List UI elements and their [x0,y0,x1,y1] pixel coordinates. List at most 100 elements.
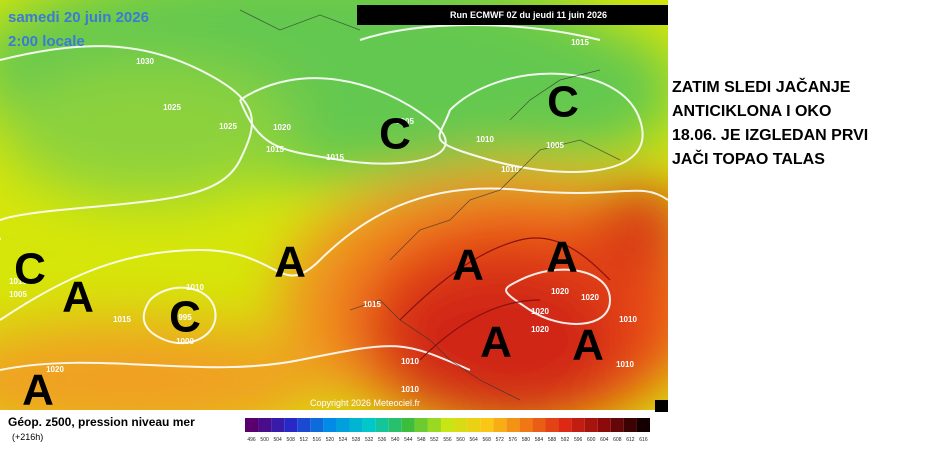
scale-swatch [245,418,259,432]
scale-label: 588 [548,437,557,443]
scale-swatch [558,418,572,432]
scale-swatch [362,418,376,432]
scale-swatch [349,418,363,432]
scale-label: 572 [496,437,505,443]
isobar-label: 1010 [9,277,27,286]
scale-swatch [323,418,337,432]
scale-swatch [401,418,415,432]
scale-swatch [480,418,494,432]
isobar-label: 1010 [476,135,494,144]
pressure-system: C [379,110,411,159]
isobars [0,24,668,371]
isobar-label: 1015 [571,38,589,47]
pressure-system: A [546,233,578,282]
pressure-system: A [274,238,306,287]
isobar-label: 995 [178,313,192,322]
isobar-label: 1000 [176,337,194,346]
scale-label: 608 [613,437,622,443]
scale-swatch [519,418,533,432]
isobar-label: 1010 [616,360,634,369]
scale-swatch [454,418,468,432]
isobar-label: 1020 [551,287,569,296]
isobar-label: 1010 [401,357,419,366]
scale-label: 500 [260,437,269,443]
pressure-system: A [572,321,604,370]
scale-swatch [258,418,272,432]
copyright: Copyright 2026 Meteociel.fr [310,398,420,408]
pressure-system: A [452,241,484,290]
scale-label: 556 [443,437,452,443]
scale-swatch [636,418,650,432]
run-text: Run ECMWF 0Z du jeudi 11 juin 2026 [450,10,607,20]
scale-label: 552 [430,437,439,443]
date: samedi 20 juin 2026 [8,9,149,26]
caption-line: ANTICIKLONA I OKO [672,103,831,120]
isobar-label: 1030 [136,57,154,66]
scale-label: 580 [522,437,531,443]
color-scale: 496 500 504 508 512 516 520 524 528 532 536 540 544 5… [245,418,650,443]
caption-line: JAČI TOPAO TALAS [672,149,825,168]
caption-line: ZATIM SLEDI JAČANJE [672,77,851,96]
pressure-system: A [22,366,54,415]
caption: ZATIM SLEDI JAČANJE ANTICIKLONA I OKO 18.0… [672,77,868,168]
isobar-label: 1015 [363,300,381,309]
caption-line: 18.06. JE IZGLEDAN PRVI [672,127,868,144]
scale-swatch [623,418,637,432]
isobar-label: 1015 [326,153,344,162]
scale-swatch [336,418,350,432]
scale-label: 532 [365,437,374,443]
scale-label: 520 [326,437,335,443]
scale-label: 524 [339,437,348,443]
scale-swatch [284,418,298,432]
scale-label: 540 [391,437,400,443]
scale-label: 612 [626,437,635,443]
time: 2:00 locale [8,33,85,50]
map: 1030 1025 1025 1020 1015 1015 1005 1015 1010 1010… [0,0,668,415]
lead-time: (+216h) [12,432,43,442]
scale-swatch [467,418,481,432]
scale-swatch [427,418,441,432]
scale-label: 548 [417,437,426,443]
scale-label: 536 [378,437,387,443]
scale-swatch [388,418,402,432]
isobar-label: 1015 [113,315,131,324]
legend-title: Géop. z500, pression niveau mer [8,415,195,429]
isobar-label: 1020 [581,293,599,302]
isobar-label: 1005 [396,117,414,126]
scale-swatch [545,418,559,432]
scale-label: 544 [404,437,413,443]
scale-swatch [414,418,428,432]
isobar-label: 1025 [163,103,181,112]
isobar-label: 1020 [273,123,291,132]
isobar-label: 1005 [9,290,27,299]
isobar-label: 1010 [501,165,519,174]
scale-swatch [310,418,324,432]
isobar-label: 1025 [219,122,237,131]
scale-label: 516 [313,437,322,443]
scale-label: 568 [483,437,492,443]
run-banner [357,5,668,25]
scale-swatch [375,418,389,432]
scale-label: 600 [587,437,596,443]
isobar-label: 1020 [531,307,549,316]
scale-swatch [610,418,624,432]
scale-label: 528 [352,437,361,443]
isobar-label: 1010 [401,385,419,394]
scale-swatch [493,418,507,432]
scale-label: 584 [535,437,544,443]
pressure-system: A [62,273,94,322]
isobar-label: 1020 [46,365,64,374]
pressure-system: A [480,318,512,367]
scale-label: 596 [574,437,583,443]
scale-label: 508 [287,437,296,443]
scale-label: 592 [561,437,570,443]
isobar-label: 1010 [619,315,637,324]
isobar-label: 1010 [186,283,204,292]
scale-label: 616 [639,437,648,443]
scale-label: 496 [247,437,256,443]
scale-label: 504 [273,437,282,443]
jet-lines [399,237,611,361]
scale-swatch [506,418,520,432]
scale-swatch [440,418,455,432]
scale-label: 604 [600,437,609,443]
